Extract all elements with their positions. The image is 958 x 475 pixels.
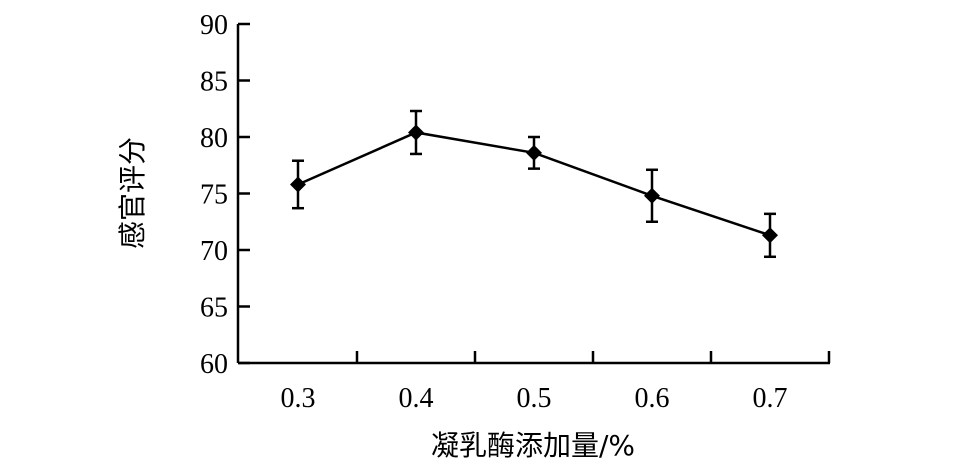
y-tick-label: 60 — [200, 349, 228, 380]
series-layer — [290, 109, 778, 259]
data-point — [644, 187, 660, 204]
x-tick-label: 0.7 — [753, 383, 788, 414]
data-point — [526, 144, 542, 161]
x-axis-ticks: 0.3 0.4 0.5 0.6 0.7 — [281, 351, 831, 414]
y-tick-label: 90 — [200, 10, 228, 41]
x-tick-label: 0.5 — [517, 383, 552, 414]
y-axis-ticks: 60 65 70 75 80 85 90 — [200, 10, 250, 380]
y-tick-label: 85 — [200, 67, 228, 98]
data-point — [762, 227, 778, 244]
data-point — [290, 176, 306, 193]
y-tick-label: 70 — [200, 236, 228, 267]
x-axis-title: 凝乳酶添加量/% — [431, 429, 635, 462]
y-tick-label: 65 — [200, 293, 228, 324]
x-tick-label: 0.6 — [635, 383, 670, 414]
y-tick-label: 75 — [200, 180, 228, 211]
y-tick-label: 80 — [200, 123, 228, 154]
y-axis-title: 感官评分 — [116, 137, 149, 249]
x-tick-label: 0.4 — [399, 383, 434, 414]
plot-area: 60 65 70 75 80 85 90 0.3 0.4 0.5 0.6 0.7 — [200, 10, 831, 414]
x-tick-label: 0.3 — [281, 383, 316, 414]
data-point — [408, 124, 424, 141]
